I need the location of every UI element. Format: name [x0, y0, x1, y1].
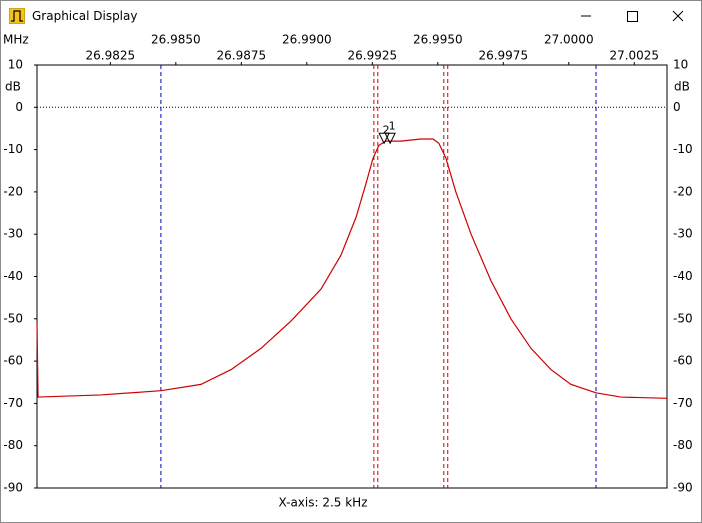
x-axis-label: X-axis: 2.5 kHz — [278, 496, 367, 510]
marker-label: 2 — [383, 123, 390, 136]
y-tick-label: -40 — [673, 269, 693, 283]
y-tick-label: -40 — [3, 269, 23, 283]
plot-frame — [36, 64, 668, 489]
y-tick-label: 0 — [673, 100, 681, 114]
x-tick-label: 26.9825 — [86, 49, 136, 63]
y-tick-label: -20 — [673, 184, 693, 198]
x-tick-label: 26.9950 — [413, 33, 463, 47]
y-tick-label: -90 — [3, 481, 23, 495]
y-tick-label: 10 — [673, 58, 688, 72]
y-tick-label: 10 — [8, 58, 23, 72]
y-tick-label: -50 — [3, 311, 23, 325]
title-bar: Graphical Display — [1, 1, 701, 31]
close-button[interactable] — [655, 1, 701, 31]
y-unit-label: dB — [674, 80, 690, 94]
marker — [378, 132, 390, 145]
y-tick-label: -30 — [673, 227, 693, 241]
app-icon — [9, 8, 25, 24]
x-tick-label: 26.9975 — [478, 49, 528, 63]
y-tick-label: -60 — [3, 354, 23, 368]
y-tick-label: -20 — [3, 184, 23, 198]
chart: MHz dB dB X-axis: 2.5 kHz 10 10 0 0 -10 -10 -2… — [3, 33, 693, 510]
y-tick-label: -90 — [673, 481, 693, 495]
minimize-button[interactable] — [563, 1, 609, 31]
x-tick-label: 26.9900 — [282, 33, 332, 47]
y-tick-label: -30 — [3, 227, 23, 241]
x-tick-label: 26.9875 — [217, 49, 267, 63]
y-tick-label: 0 — [15, 100, 23, 114]
y-tick-label: -80 — [673, 438, 693, 452]
marker — [384, 132, 396, 145]
maximize-button[interactable] — [609, 1, 655, 31]
marker-label: 1 — [389, 119, 396, 132]
window-title: Graphical Display — [32, 9, 138, 23]
x-tick-label: 27.0025 — [609, 49, 659, 63]
y-tick-label: -80 — [3, 438, 23, 452]
trace — [36, 138, 668, 399]
y-tick-label: -10 — [3, 142, 23, 156]
y-tick-label: -70 — [3, 396, 23, 410]
y-tick-label: -70 — [673, 396, 693, 410]
y-tick-label: -10 — [673, 142, 693, 156]
x-tick-label: 26.9850 — [151, 33, 201, 47]
y-tick-label: -60 — [673, 354, 693, 368]
y-tick-label: -50 — [673, 311, 693, 325]
x-tick-label: 27.0000 — [544, 33, 594, 47]
x-unit-label: MHz — [3, 33, 29, 47]
x-tick-label: 26.9925 — [347, 49, 397, 63]
y-unit-label: dB — [5, 80, 21, 94]
